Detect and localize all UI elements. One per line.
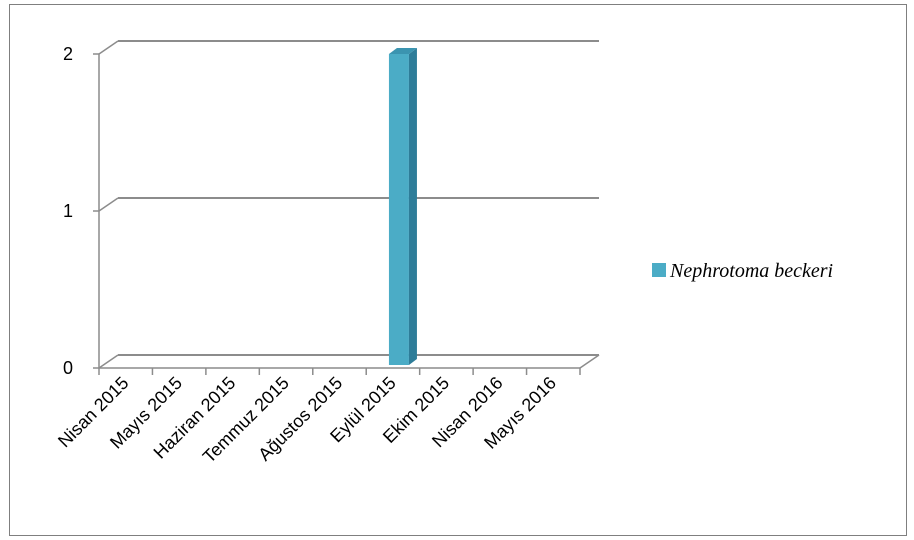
bar xyxy=(388,48,417,365)
legend-label: Nephrotoma beckeri xyxy=(669,260,833,282)
axes xyxy=(93,53,600,375)
bar-top xyxy=(388,48,417,54)
bar-side xyxy=(408,48,417,365)
legend: Nephrotoma beckeri xyxy=(652,260,833,282)
gridlines xyxy=(98,40,599,369)
chart-frame xyxy=(9,4,907,536)
gridline-side xyxy=(98,354,119,369)
bar-front xyxy=(388,54,409,365)
bars xyxy=(388,48,417,365)
y-tick-label: 2 xyxy=(63,44,73,64)
gridline-side xyxy=(98,197,119,212)
floor-right-edge xyxy=(579,354,600,369)
gridline-side xyxy=(98,40,119,55)
y-tick-label: 1 xyxy=(63,201,73,221)
y-tick-label: 0 xyxy=(63,358,73,378)
legend-swatch xyxy=(652,263,666,277)
y-tick-labels: 0 1 2 xyxy=(63,44,73,378)
